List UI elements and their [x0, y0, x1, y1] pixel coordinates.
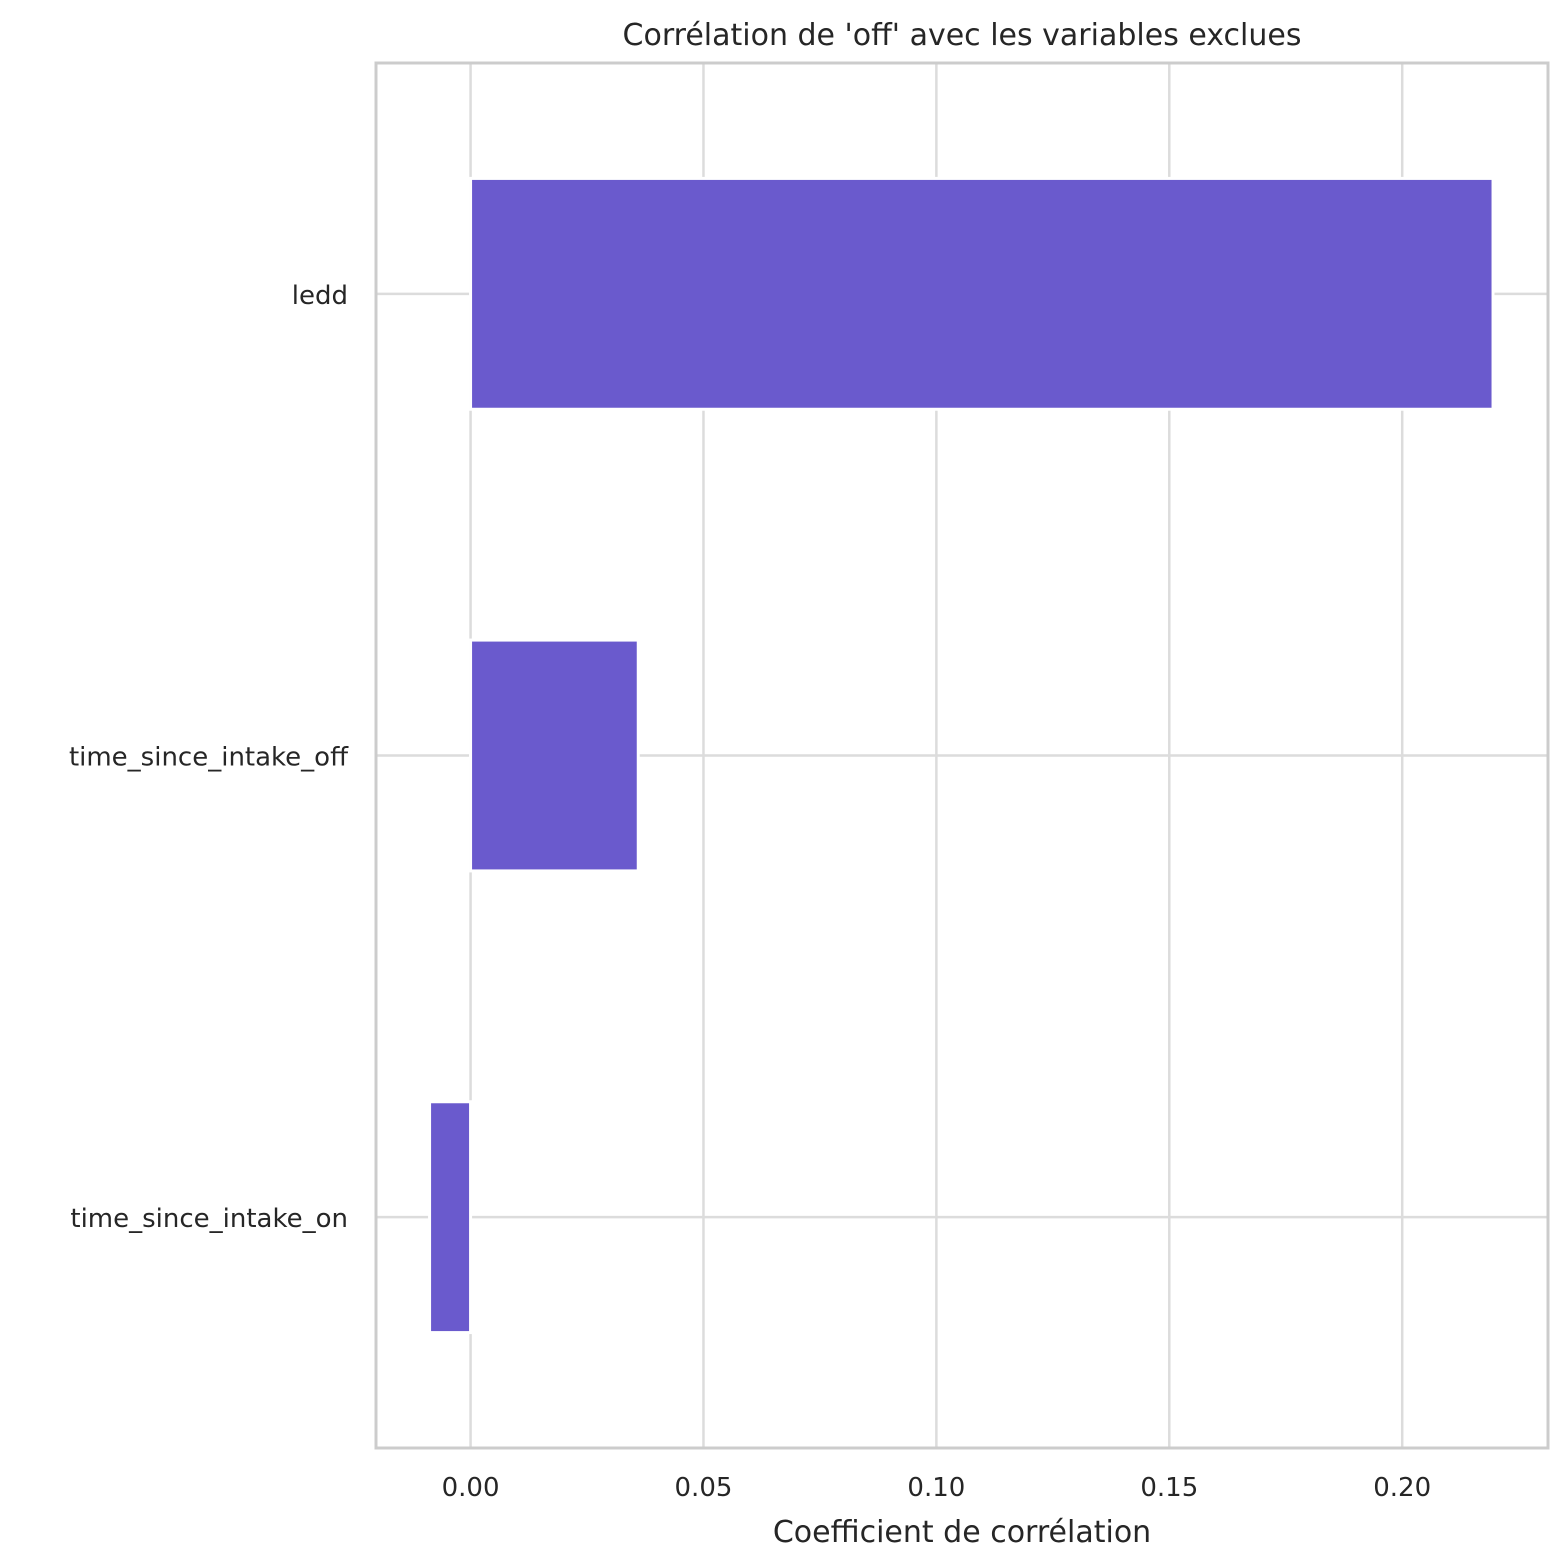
bar-ledd — [469, 176, 1495, 411]
chart-title: Corrélation de 'off' avec les variables … — [623, 18, 1302, 53]
x-tick-label: 0.00 — [442, 1473, 500, 1503]
bars — [428, 176, 1495, 1335]
x-tick-labels: 0.00 0.05 0.10 0.15 0.20 — [442, 1473, 1432, 1503]
bar-time-since-intake-on — [428, 1100, 473, 1335]
y-tick-label: ledd — [292, 281, 348, 311]
bar-time-since-intake-off — [469, 638, 640, 873]
plot-frame — [374, 61, 1550, 1450]
x-tick-label: 0.20 — [1373, 1473, 1431, 1503]
x-axis-label: Coefficient de corrélation — [773, 1515, 1151, 1550]
y-tick-labels: ledd time_since_intake_off time_since_inta… — [69, 281, 349, 1234]
x-tick-label: 0.10 — [907, 1473, 965, 1503]
x-tick-label: 0.15 — [1140, 1473, 1198, 1503]
y-tick-label: time_since_intake_on — [70, 1204, 348, 1234]
x-tick-label: 0.05 — [675, 1473, 733, 1503]
y-tick-label: time_since_intake_off — [69, 743, 349, 773]
